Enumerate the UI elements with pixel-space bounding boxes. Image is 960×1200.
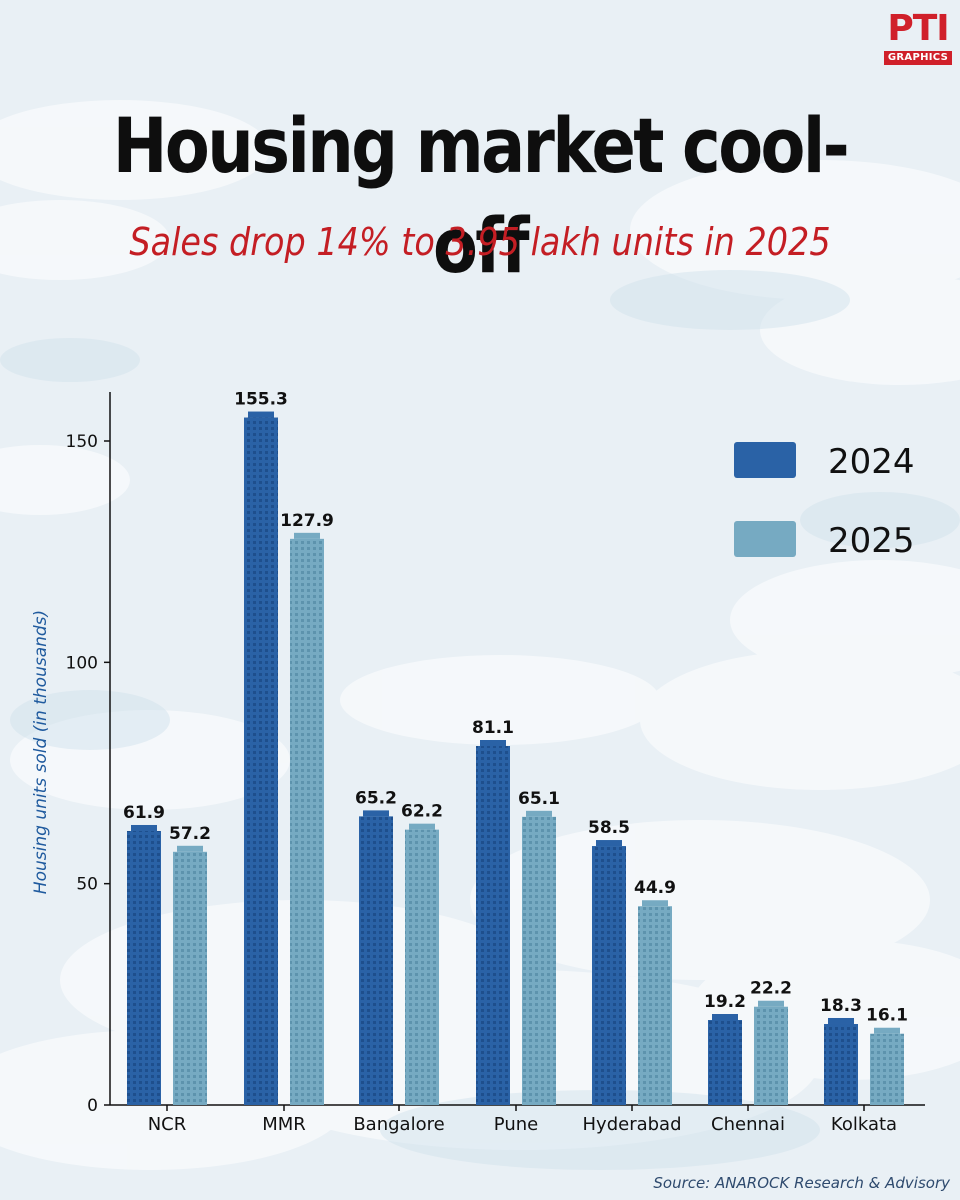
bar-value-label: 61.9 xyxy=(123,803,165,823)
x-tick-label: Pune xyxy=(494,1114,538,1135)
bar-value-label: 18.3 xyxy=(820,996,862,1016)
x-tick-label: NCR xyxy=(148,1114,187,1135)
legend-item-2025: 2025 xyxy=(734,521,915,561)
bar-2024-chennai: 19.2 xyxy=(704,992,746,1105)
x-tick-label: Kolkata xyxy=(831,1114,897,1135)
bar-body xyxy=(173,851,207,1105)
bar-roof xyxy=(131,824,157,831)
bar-roof xyxy=(712,1014,738,1021)
bar-body xyxy=(522,816,556,1105)
bar-roof xyxy=(248,411,274,418)
bar-value-label: 62.2 xyxy=(401,802,443,822)
logo-graphics-text: GRAPHICS xyxy=(884,51,952,65)
bar-value-label: 57.2 xyxy=(169,824,211,844)
bar-body xyxy=(638,906,672,1105)
page-subtitle: Sales drop 14% to 3.95 lakh units in 202… xyxy=(129,220,831,264)
legend-label: 2024 xyxy=(828,442,915,482)
legend-label: 2025 xyxy=(828,521,915,561)
bar-roof xyxy=(363,810,389,817)
bar-2025-bangalore: 62.2 xyxy=(401,802,443,1105)
bar-roof xyxy=(409,823,435,830)
y-tick-label: 50 xyxy=(76,875,98,895)
bar-roof xyxy=(294,532,320,539)
bar-2024-ncr: 61.9 xyxy=(123,803,165,1105)
x-tick-label: Chennai xyxy=(711,1114,785,1135)
bar-roof xyxy=(177,845,203,852)
bar-value-label: 65.2 xyxy=(355,788,397,808)
bar-2025-pune: 65.1 xyxy=(518,789,560,1105)
source-note: Source: ANAROCK Research & Advisory xyxy=(653,1174,950,1192)
bar-value-label: 127.9 xyxy=(280,511,334,531)
bar-value-label: 44.9 xyxy=(634,878,676,898)
bar-2025-mmr: 127.9 xyxy=(280,511,334,1105)
bar-2025-hyderabad: 44.9 xyxy=(634,878,676,1105)
bar-value-label: 19.2 xyxy=(704,992,746,1012)
bar-value-label: 22.2 xyxy=(750,979,792,999)
pti-graphics-logo: PTI GRAPHICS xyxy=(884,8,952,66)
bar-roof xyxy=(642,900,668,907)
bar-roof xyxy=(526,810,552,817)
bar-body xyxy=(708,1020,742,1105)
bar-2025-chennai: 22.2 xyxy=(750,979,792,1105)
bar-value-label: 155.3 xyxy=(234,390,288,410)
y-tick-label: 0 xyxy=(87,1096,98,1116)
y-tick-label: 150 xyxy=(66,432,98,452)
legend-swatch xyxy=(734,521,796,557)
bar-body xyxy=(870,1033,904,1105)
legend-item-2024: 2024 xyxy=(734,442,915,482)
bar-value-label: 65.1 xyxy=(518,789,560,809)
bar-roof xyxy=(596,840,622,847)
bar-body xyxy=(476,745,510,1105)
bar-roof xyxy=(758,1000,784,1007)
bar-roof xyxy=(480,739,506,746)
bar-2025-kolkata: 16.1 xyxy=(866,1006,908,1105)
bar-body xyxy=(405,829,439,1105)
y-tick-label: 100 xyxy=(66,653,98,673)
bar-roof xyxy=(874,1027,900,1034)
bar-2024-bangalore: 65.2 xyxy=(355,788,397,1105)
x-tick-label: Hyderabad xyxy=(583,1114,682,1135)
bar-body xyxy=(754,1006,788,1105)
bar-body xyxy=(290,538,324,1105)
bar-body xyxy=(359,816,393,1105)
x-tick-label: MMR xyxy=(262,1114,306,1135)
bar-body xyxy=(127,830,161,1105)
bar-body xyxy=(592,846,626,1105)
bar-body xyxy=(824,1023,858,1105)
bar-body xyxy=(244,417,278,1105)
bar-2025-ncr: 57.2 xyxy=(169,824,211,1105)
x-tick-label: Bangalore xyxy=(353,1114,444,1135)
bar-2024-hyderabad: 58.5 xyxy=(588,818,630,1105)
bar-2024-kolkata: 18.3 xyxy=(820,996,862,1105)
bar-roof xyxy=(828,1017,854,1024)
bar-value-label: 81.1 xyxy=(472,718,514,738)
bar-2024-pune: 81.1 xyxy=(472,718,514,1105)
bar-2024-mmr: 155.3 xyxy=(234,390,288,1105)
logo-pti-text: PTI xyxy=(887,8,949,49)
bar-value-label: 58.5 xyxy=(588,818,630,838)
page-title: Housing market cool-off xyxy=(112,101,850,290)
y-axis-title: Housing units sold (in thousands) xyxy=(31,610,51,894)
legend-swatch xyxy=(734,442,796,478)
bar-value-label: 16.1 xyxy=(866,1006,908,1026)
